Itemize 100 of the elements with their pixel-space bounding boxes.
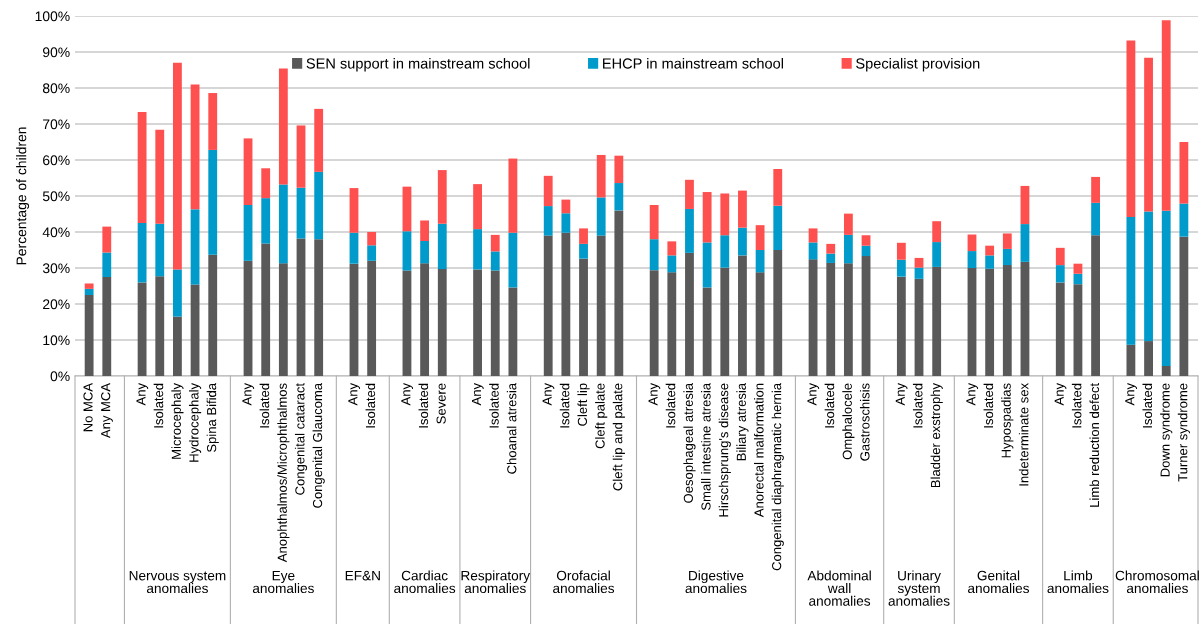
bar	[420, 241, 430, 264]
x-tick-label: Isolated	[153, 383, 164, 428]
bar	[208, 93, 218, 150]
bar	[314, 239, 324, 376]
x-tick-label: Isolated	[1142, 383, 1153, 428]
bar	[402, 231, 412, 271]
bar	[808, 259, 818, 376]
bar	[561, 199, 571, 214]
bar	[861, 235, 871, 246]
bar	[296, 238, 306, 376]
bar	[543, 175, 553, 207]
bar	[437, 223, 447, 270]
x-tick-label: Biliary atresia	[736, 382, 749, 461]
x-tick-label: Severe	[436, 383, 446, 424]
bar	[190, 84, 200, 210]
bar	[243, 260, 253, 376]
bar	[1091, 176, 1100, 203]
x-tick-label: Any	[348, 382, 361, 406]
y-tick-label: 30%	[42, 263, 70, 274]
bar	[155, 129, 165, 224]
bar	[1002, 233, 1012, 249]
bar	[314, 171, 324, 240]
bar	[1126, 216, 1136, 345]
x-tick-label: Oesophageal atresia	[683, 382, 696, 503]
bar	[490, 270, 500, 376]
bar	[84, 295, 94, 376]
bar	[1161, 210, 1171, 366]
bar	[1002, 248, 1012, 266]
bar	[755, 272, 765, 376]
x-tick-label: Any	[648, 382, 661, 406]
bar	[1020, 224, 1030, 262]
x-tick-label: Isolated	[259, 383, 270, 428]
bar	[649, 239, 659, 271]
bar	[614, 183, 624, 211]
bar	[296, 125, 306, 188]
text: Orofacial anomalies	[553, 570, 615, 594]
bar	[702, 192, 712, 243]
text: Limb anomalies	[1047, 570, 1109, 594]
bar	[420, 220, 430, 241]
bar	[261, 168, 271, 199]
bar	[985, 268, 995, 376]
bar	[1002, 265, 1012, 376]
bar	[685, 208, 694, 253]
bar	[1144, 211, 1153, 342]
x-tick-label: Cleft palate	[595, 383, 608, 449]
x-tick-label: Hypospadias	[1001, 383, 1014, 458]
bar	[278, 68, 288, 185]
text: Cardiac anomalies	[394, 570, 456, 594]
bar	[932, 221, 942, 243]
bar	[1126, 40, 1136, 217]
x-tick-label: Turner syndrome	[1177, 383, 1190, 482]
y-tick-label: 0%	[50, 371, 70, 382]
bar	[349, 263, 359, 376]
x-tick-label: Spina Bifida	[206, 382, 219, 453]
bar	[102, 252, 112, 277]
text: EF&N	[345, 570, 380, 581]
bar	[1161, 365, 1171, 376]
y-tick-label: 50%	[42, 191, 70, 202]
bar	[561, 232, 571, 376]
bar	[261, 243, 271, 376]
bar	[685, 179, 694, 209]
x-tick-label: Congenital Glaucoma	[312, 382, 325, 508]
bar	[102, 277, 112, 376]
bar	[473, 184, 482, 230]
bar	[738, 227, 747, 256]
y-tick-label: 40%	[42, 227, 70, 238]
x-tick-label: Isolated	[665, 383, 676, 428]
bar	[490, 234, 500, 252]
x-tick-label: Hydrocephaly	[188, 382, 202, 462]
bar	[349, 232, 359, 264]
bar	[843, 234, 853, 264]
text: Respiratory anomalies	[461, 570, 531, 594]
bar	[985, 245, 995, 256]
y-tick-label: 100%	[35, 11, 70, 22]
bar	[720, 235, 730, 268]
bar	[208, 254, 218, 376]
bar	[967, 251, 977, 268]
legend-label: SEN support in mainstream school	[306, 57, 530, 72]
bar	[1020, 261, 1030, 376]
x-tick-label: Small intestine atresia	[701, 382, 711, 511]
bar	[278, 263, 288, 376]
bar	[1055, 265, 1065, 283]
bar	[190, 209, 200, 285]
y-tick-label: 70%	[43, 119, 70, 130]
bar	[261, 198, 271, 244]
bar	[490, 251, 500, 271]
bar	[1179, 142, 1189, 204]
text: Eye anomalies	[252, 570, 314, 594]
bar	[1144, 57, 1153, 212]
bar	[1073, 263, 1083, 274]
x-tick-label: Isolated	[559, 383, 570, 428]
y-axis-title: Percentage of children	[16, 127, 30, 265]
x-tick-label: Any	[471, 382, 484, 406]
x-tick-label: Gastroschisis	[859, 383, 870, 461]
bar	[367, 260, 377, 376]
bar	[649, 205, 659, 240]
bar	[773, 250, 783, 376]
bar	[738, 255, 747, 376]
bar	[649, 270, 659, 376]
bar	[561, 213, 571, 233]
